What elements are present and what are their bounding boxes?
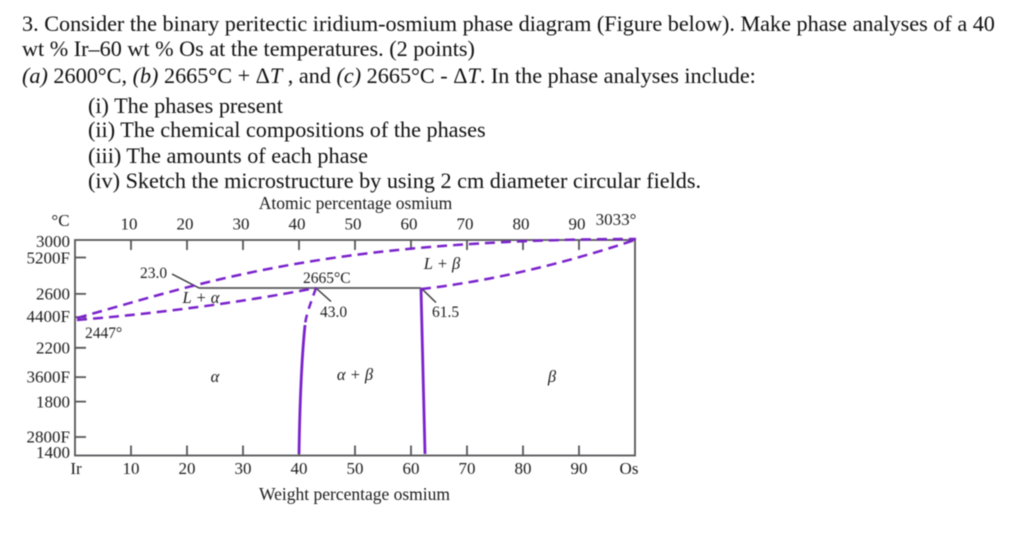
svg-text:90: 90 — [571, 459, 588, 478]
svg-text:70: 70 — [457, 215, 474, 234]
svg-text:23.0: 23.0 — [140, 265, 167, 282]
svg-text:60: 60 — [401, 215, 418, 234]
svg-text:2200: 2200 — [36, 339, 70, 358]
svg-text:1400: 1400 — [36, 443, 70, 462]
svg-text:2665°C: 2665°C — [303, 270, 351, 287]
svg-text:°C: °C — [51, 211, 69, 230]
svg-text:90: 90 — [569, 215, 586, 234]
svg-text:Os: Os — [620, 459, 639, 478]
svg-text:2447°: 2447° — [85, 325, 122, 342]
svg-text:2800F: 2800F — [27, 428, 70, 447]
svg-text:10: 10 — [123, 459, 140, 478]
svg-text:α + β: α + β — [337, 365, 374, 384]
svg-text:50: 50 — [345, 215, 362, 234]
svg-text:1800: 1800 — [36, 393, 70, 412]
svg-text:L + β: L + β — [423, 254, 461, 273]
svg-text:80: 80 — [515, 459, 532, 478]
svg-text:43.0: 43.0 — [320, 304, 347, 321]
svg-text:70: 70 — [459, 459, 476, 478]
svg-text:80: 80 — [513, 215, 530, 234]
svg-text:3033°: 3033° — [596, 210, 637, 229]
svg-text:3600F: 3600F — [27, 368, 70, 387]
svg-text:30: 30 — [233, 215, 250, 234]
svg-text:40: 40 — [289, 215, 306, 234]
svg-text:40: 40 — [291, 459, 308, 478]
svg-text:5200F: 5200F — [27, 249, 70, 268]
svg-text:20: 20 — [177, 215, 194, 234]
svg-text:3000: 3000 — [36, 232, 70, 251]
svg-text:Weight percentage osmium: Weight percentage osmium — [259, 484, 450, 504]
svg-text:61.5: 61.5 — [432, 304, 459, 321]
svg-text:α: α — [211, 367, 220, 386]
svg-text:β: β — [547, 367, 557, 386]
svg-text:Atomic percentage osmium: Atomic percentage osmium — [259, 193, 453, 213]
svg-text:60: 60 — [403, 459, 420, 478]
svg-text:50: 50 — [347, 459, 364, 478]
svg-text:2600: 2600 — [36, 285, 70, 304]
svg-text:10: 10 — [121, 215, 138, 234]
svg-text:20: 20 — [179, 459, 196, 478]
svg-text:L + α: L + α — [182, 288, 220, 307]
svg-text:Ir: Ir — [70, 459, 82, 478]
svg-text:4400F: 4400F — [27, 307, 70, 326]
svg-text:30: 30 — [235, 459, 252, 478]
